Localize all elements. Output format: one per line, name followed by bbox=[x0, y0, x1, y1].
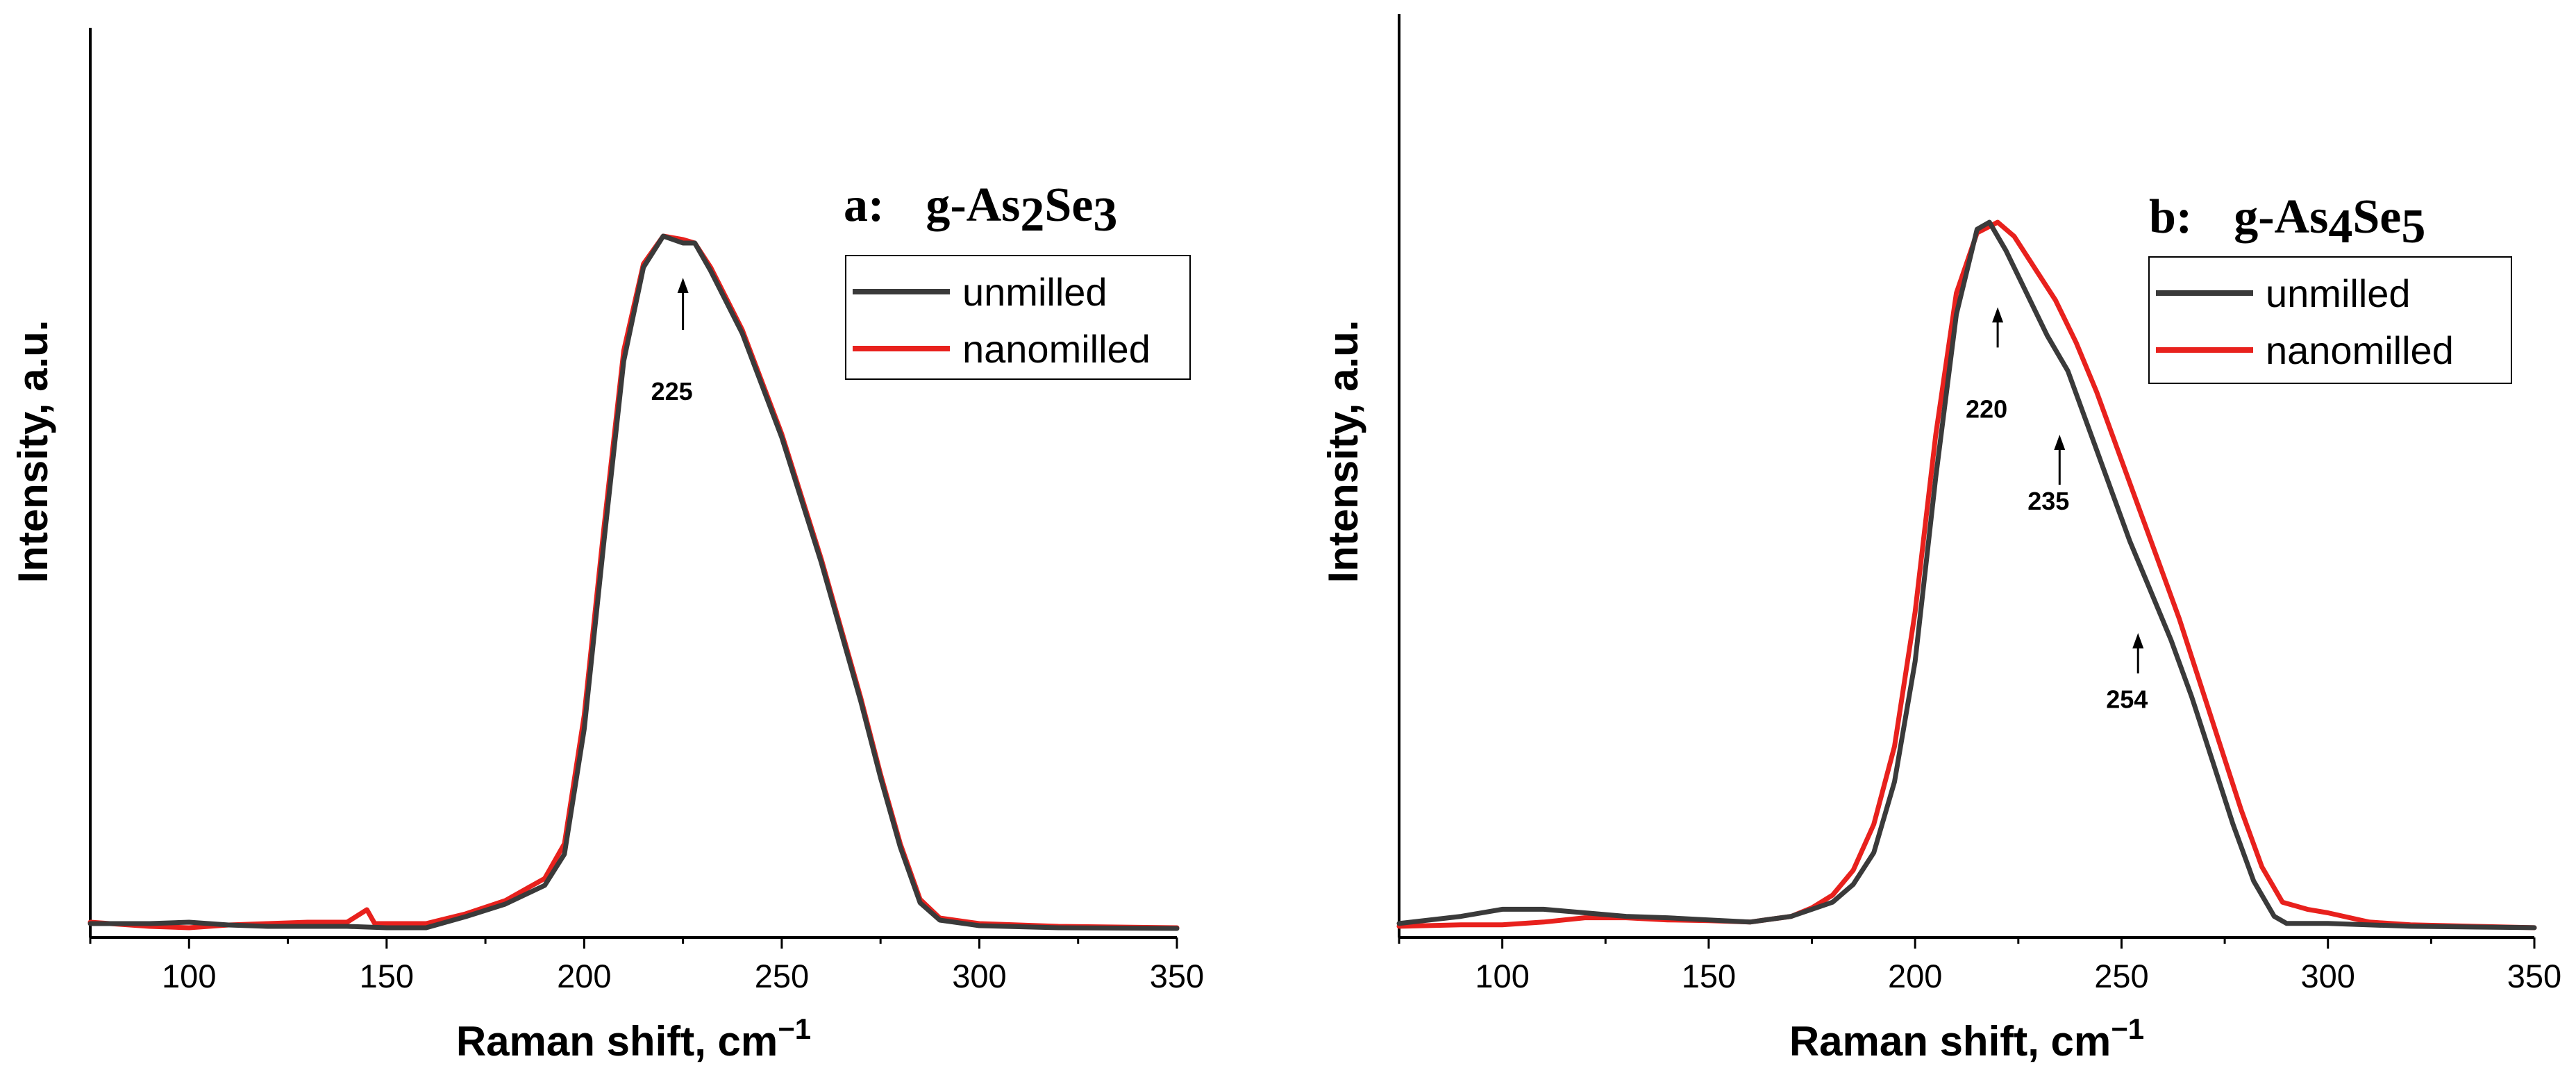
x-tick-label: 100 bbox=[1475, 958, 1529, 994]
x-tick-label: 150 bbox=[1682, 958, 1736, 994]
legend-label-nanomilled: nanomilled bbox=[962, 327, 1151, 371]
title-subscript-1: 2 bbox=[1020, 188, 1044, 242]
chart-panel-a: 100 150 200 250 300 350 Raman shift, cm−1 Inten… bbox=[10, 28, 1204, 1065]
x-axis-title-superscript: −1 bbox=[2111, 1012, 2144, 1045]
panel-label: a: bbox=[844, 178, 884, 232]
x-tick-label: 100 bbox=[162, 958, 216, 994]
x-axis-title: Raman shift, cm−1 bbox=[456, 1012, 811, 1065]
legend-label-unmilled: unmilled bbox=[962, 270, 1107, 314]
annotation-label: 254 bbox=[2106, 685, 2148, 714]
legend: unmilled nanomilled bbox=[2148, 256, 2512, 384]
x-tick-label: 250 bbox=[2094, 958, 2148, 994]
title-formula-prefix: g-As bbox=[926, 178, 1020, 232]
annotation-arrow-head bbox=[1992, 307, 2004, 323]
x-axis-title: Raman shift, cm−1 bbox=[1789, 1012, 2144, 1065]
panel-title: b: g-As4Se5 bbox=[2149, 190, 2425, 253]
annotation-arrow-head bbox=[677, 278, 689, 293]
title-formula-prefix: g-As bbox=[2234, 190, 2328, 244]
title-formula-mid: Se bbox=[1044, 178, 1093, 232]
series-line-unmilled bbox=[87, 233, 1180, 931]
x-tick-label: 300 bbox=[2301, 958, 2355, 994]
annotation-label: 225 bbox=[651, 377, 693, 406]
legend-box bbox=[2148, 256, 2512, 384]
series-line-unmilled bbox=[1396, 219, 2537, 931]
x-axis-title-superscript: −1 bbox=[778, 1012, 811, 1045]
title-formula-mid: Se bbox=[2352, 190, 2401, 244]
panel-title: a: g-As2Se3 bbox=[844, 178, 1117, 242]
annotation-arrow-head bbox=[2054, 435, 2066, 450]
y-axis-title: Intensity, a.u. bbox=[1320, 320, 1366, 583]
x-tick-label: 300 bbox=[952, 958, 1006, 994]
title-subscript-2: 5 bbox=[2401, 200, 2425, 253]
x-tick-label: 200 bbox=[1888, 958, 1942, 994]
annotation-label: 235 bbox=[2027, 487, 2069, 515]
x-tick-label: 150 bbox=[360, 958, 414, 994]
legend: unmilled nanomilled bbox=[845, 255, 1191, 380]
legend-label-unmilled: unmilled bbox=[2266, 272, 2411, 315]
panel-label: b: bbox=[2149, 190, 2192, 244]
legend-box bbox=[845, 255, 1191, 380]
y-axis-title: Intensity, a.u. bbox=[10, 320, 56, 583]
chart-panel-b: 100 150 200 250 300 350 Raman shift, cm−1 Inten… bbox=[1320, 14, 2561, 1065]
title-subscript-2: 3 bbox=[1093, 188, 1117, 242]
x-tick-label: 200 bbox=[557, 958, 611, 994]
legend-label-nanomilled: nanomilled bbox=[2266, 328, 2454, 372]
x-tick-label: 350 bbox=[1150, 958, 1204, 994]
title-subscript-1: 4 bbox=[2328, 200, 2352, 253]
annotation-arrow-head bbox=[2132, 633, 2144, 649]
annotation-label: 220 bbox=[1966, 394, 2007, 423]
x-tick-label: 250 bbox=[755, 958, 809, 994]
x-tick-label: 350 bbox=[2507, 958, 2561, 994]
